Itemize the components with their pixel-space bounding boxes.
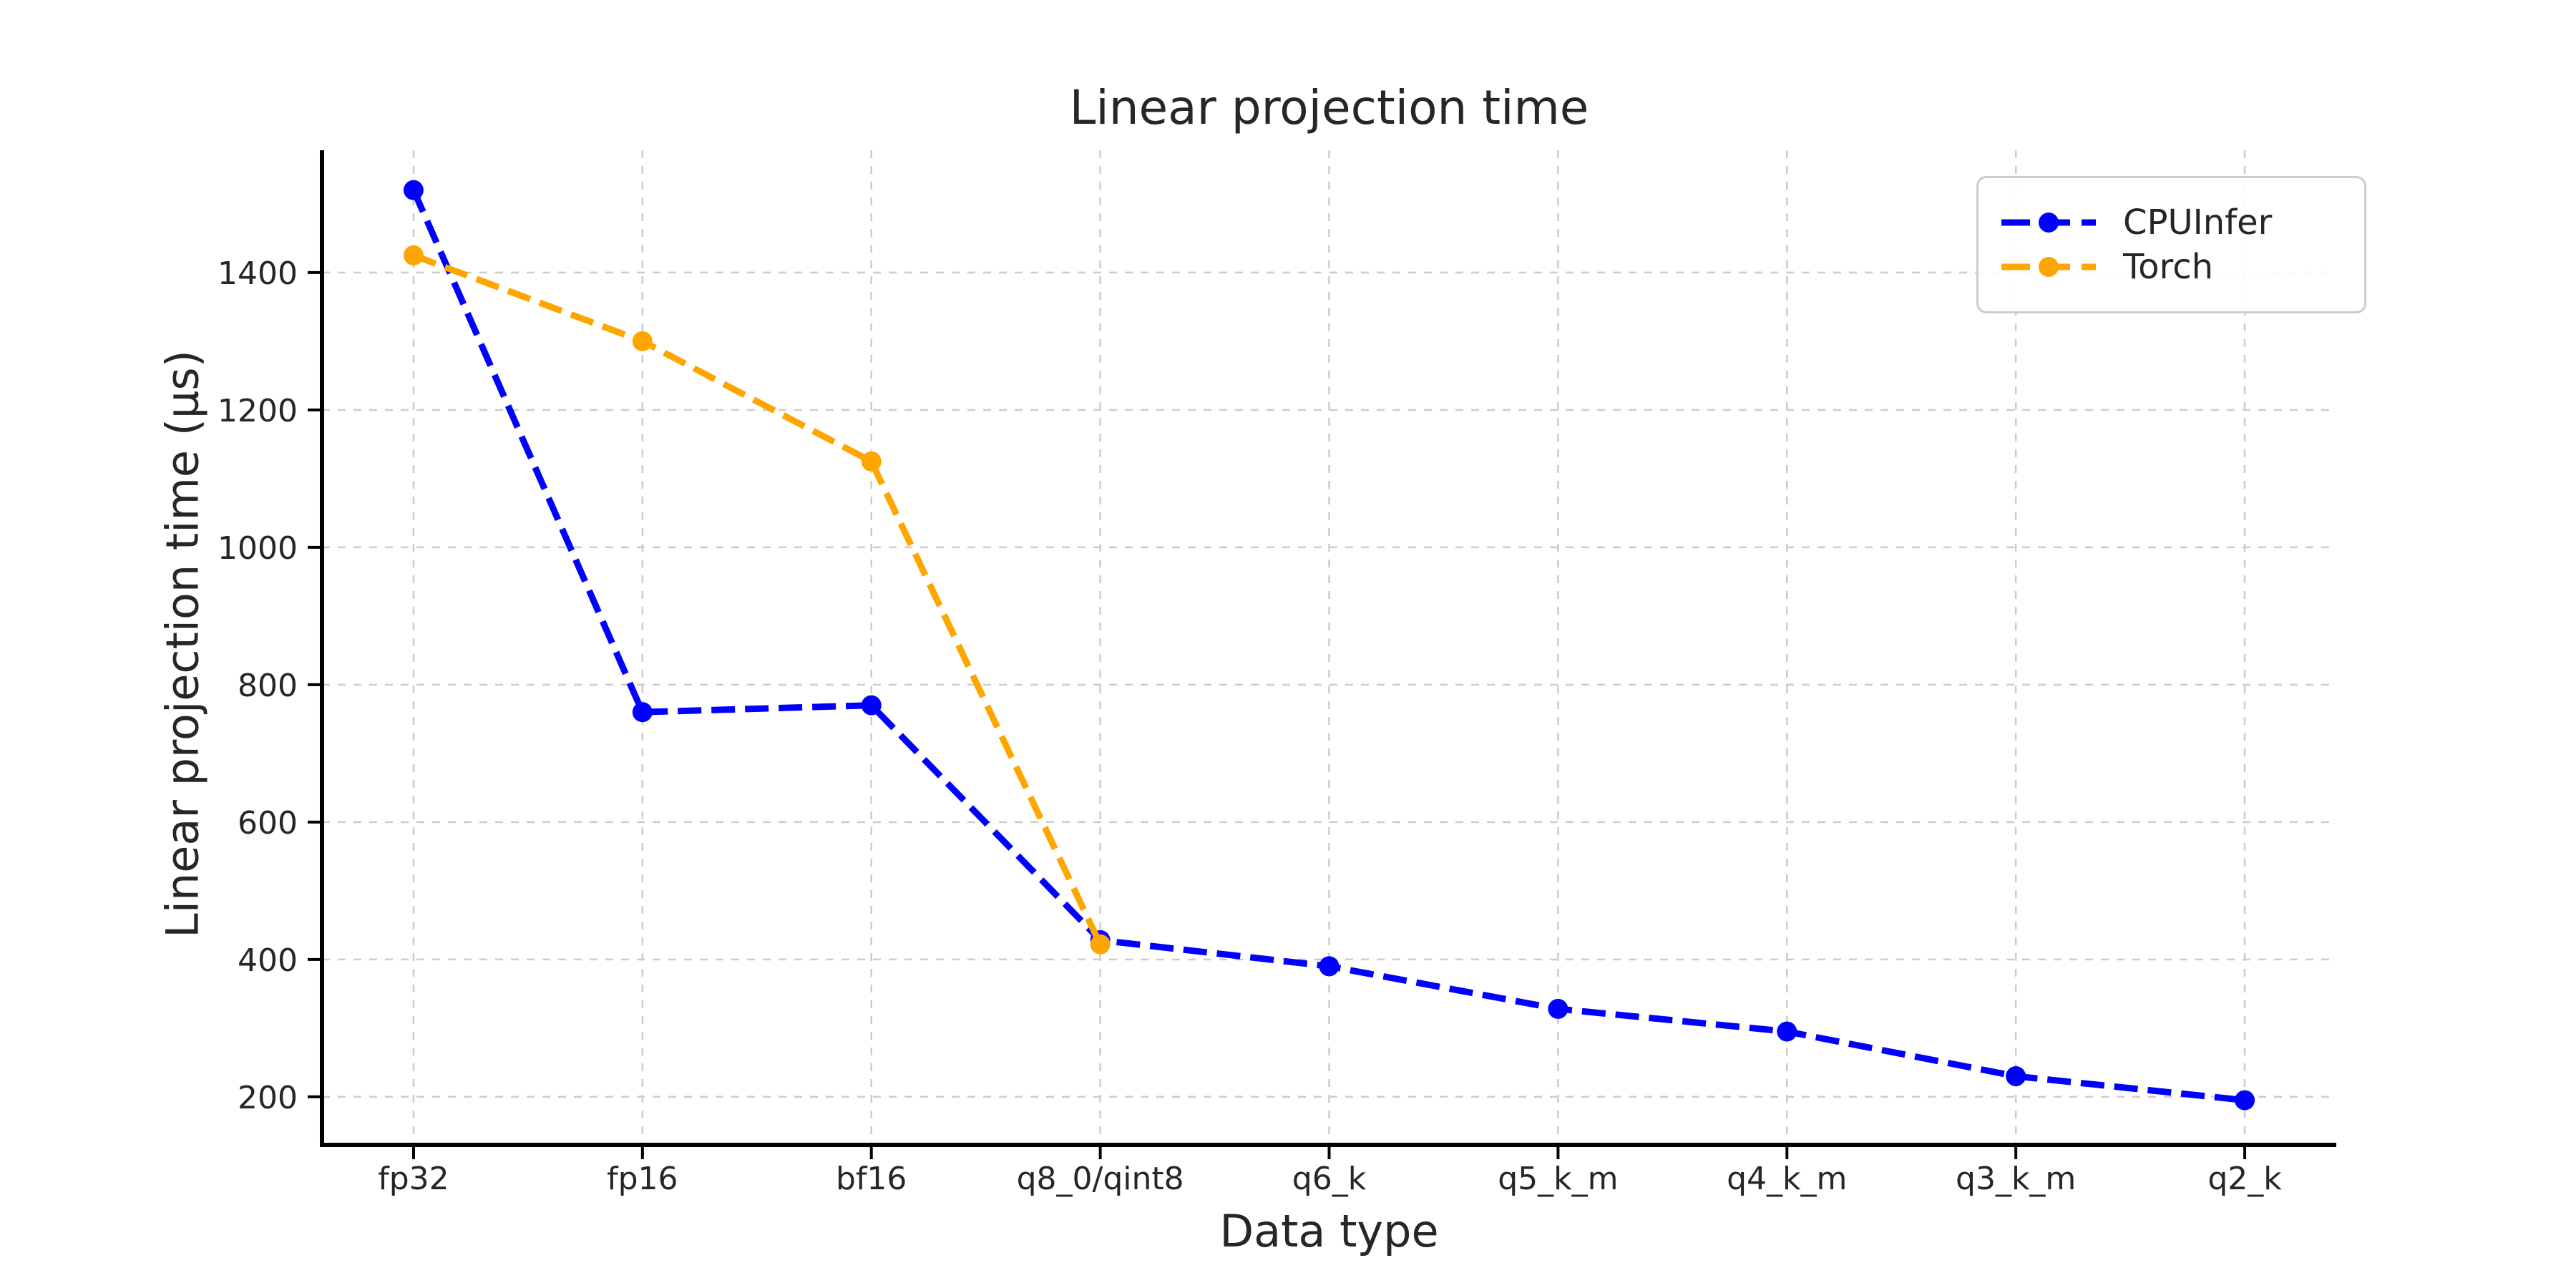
data-point-cpuinfer-fp16 bbox=[632, 702, 653, 723]
x-tick-label: q8_0/qint8 bbox=[1017, 1161, 1184, 1197]
data-point-cpuinfer-bf16 bbox=[861, 695, 882, 716]
data-point-cpuinfer-q4_k_m bbox=[1777, 1021, 1797, 1042]
x-tick-label: bf16 bbox=[836, 1161, 907, 1197]
x-tick-label: fp16 bbox=[607, 1161, 678, 1197]
data-series bbox=[403, 180, 2255, 1111]
x-tick-label: q4_k_m bbox=[1727, 1161, 1847, 1197]
x-axis-label: Data type bbox=[1219, 1205, 1439, 1257]
legend-line-sample-torch bbox=[2001, 257, 2096, 277]
data-point-cpuinfer-q5_k_m bbox=[1548, 998, 1568, 1019]
data-point-torch-bf16 bbox=[861, 451, 882, 472]
legend-item-torch: Torch bbox=[1999, 250, 2364, 284]
x-tick-label: q2_k bbox=[2207, 1161, 2282, 1197]
series-line-torch bbox=[412, 252, 1103, 946]
y-tick-label: 1400 bbox=[218, 255, 298, 292]
tick-labels: 200 400 600 800 1000 1200 1400 fp32 fp16 bf16 q8_0… bbox=[218, 255, 2282, 1197]
y-tick-label: 200 bbox=[238, 1080, 298, 1116]
y-tick-label: 1200 bbox=[218, 393, 298, 429]
legend-line-sample-cpuinfer bbox=[2001, 213, 2096, 233]
legend-item-cpuinfer: CPUInfer bbox=[1999, 205, 2364, 240]
x-tick-label: q5_k_m bbox=[1498, 1161, 1618, 1197]
x-tick-label: q6_k bbox=[1292, 1161, 1367, 1197]
data-point-torch-fp16 bbox=[632, 331, 653, 351]
y-tick-label: 600 bbox=[238, 805, 298, 841]
y-tick-label: 800 bbox=[238, 668, 298, 704]
y-tick-label: 1000 bbox=[218, 530, 298, 567]
legend-label-cpuinfer: CPUInfer bbox=[2123, 203, 2273, 243]
x-tick-label: fp32 bbox=[378, 1161, 449, 1197]
x-tick-label: q3_k_m bbox=[1956, 1161, 2076, 1197]
data-point-torch-q8_0/qint8 bbox=[1090, 934, 1111, 955]
chart-title: Linear projection time bbox=[1069, 80, 1589, 135]
data-point-cpuinfer-fp32 bbox=[403, 180, 424, 200]
legend-label-torch: Torch bbox=[2123, 247, 2214, 287]
y-axis-label: Linear projection time (µs) bbox=[156, 350, 209, 938]
data-point-torch-fp32 bbox=[403, 245, 424, 265]
data-point-cpuinfer-q6_k bbox=[1319, 956, 1340, 977]
legend: CPUInfer Torch bbox=[1976, 176, 2366, 313]
gridlines bbox=[322, 150, 2336, 1145]
data-point-cpuinfer-q2_k bbox=[2235, 1090, 2255, 1111]
data-point-cpuinfer-q3_k_m bbox=[2006, 1066, 2026, 1087]
y-tick-label: 400 bbox=[238, 942, 298, 979]
tick-marks bbox=[308, 270, 2247, 1159]
